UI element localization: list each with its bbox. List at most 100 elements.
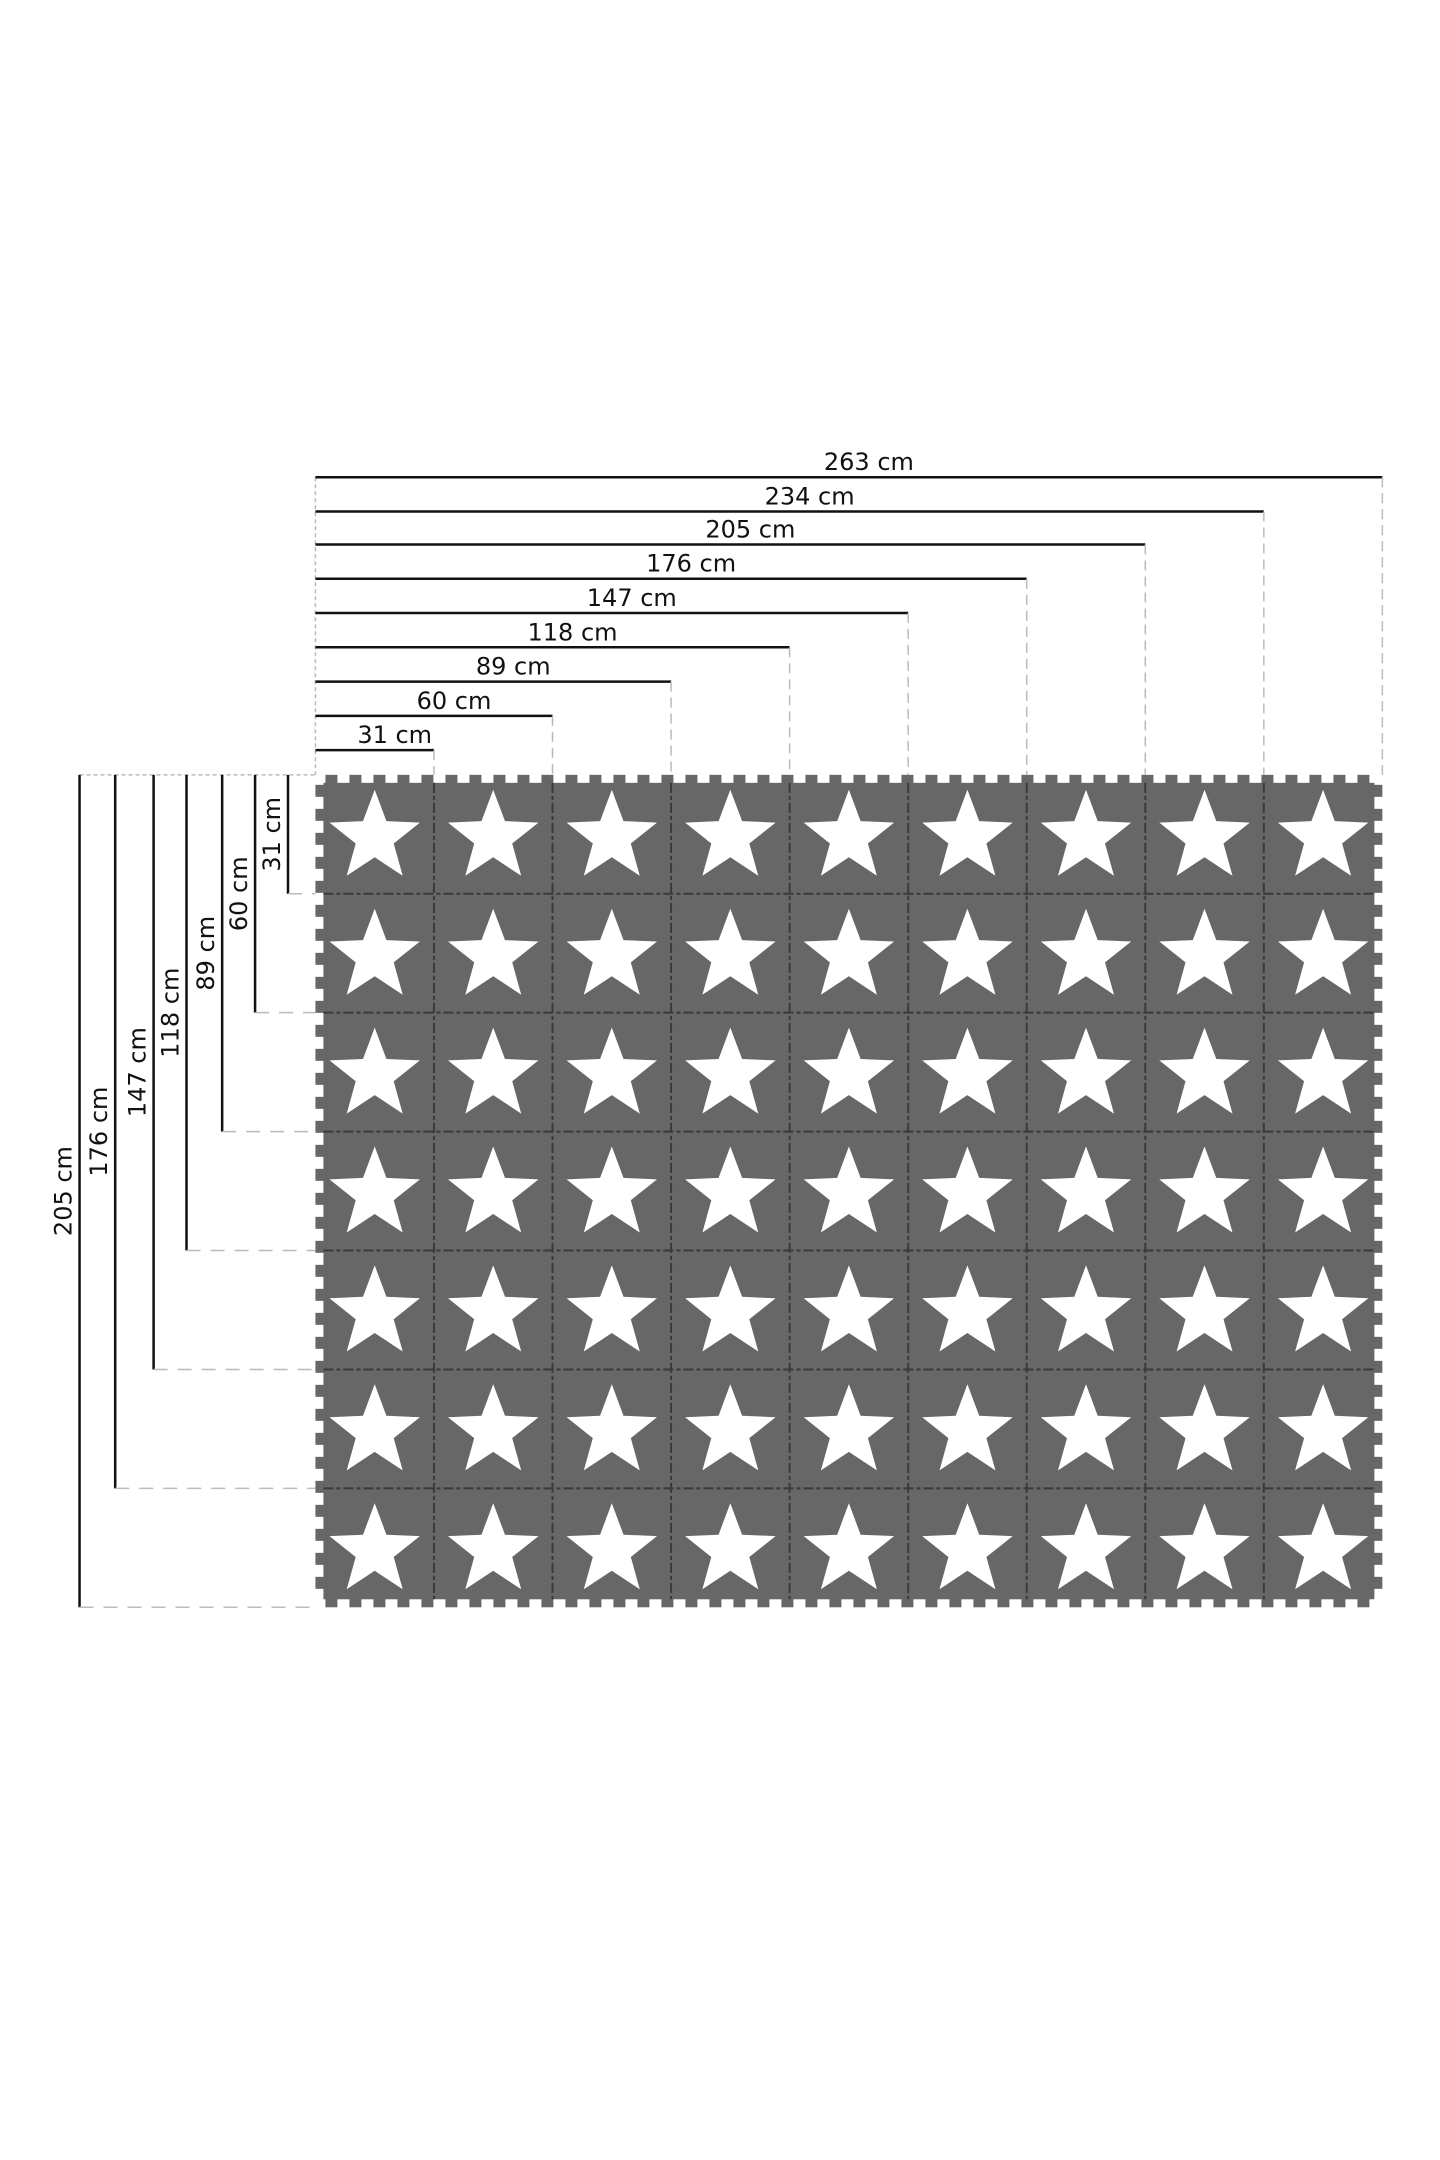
edge-notch — [1373, 952, 1383, 965]
edge-notch — [1373, 1312, 1383, 1325]
edge-notch — [661, 774, 674, 784]
edge-notch — [445, 774, 458, 784]
edge-notch — [315, 952, 325, 965]
edge-notch — [709, 774, 722, 784]
edge-notch — [315, 1504, 325, 1517]
star-icon — [1159, 1503, 1250, 1590]
star-icon — [685, 908, 776, 995]
width-label: 147 cm — [587, 584, 677, 612]
mat-tile — [803, 1146, 895, 1233]
mat-tile — [1277, 1146, 1369, 1233]
star-icon — [1040, 908, 1132, 995]
edge-notch — [901, 1598, 914, 1608]
edge-notch — [1213, 1598, 1226, 1608]
edge-notch — [1373, 784, 1383, 797]
star-icon — [448, 1384, 539, 1471]
edge-notch — [1373, 832, 1383, 845]
edge-notch — [541, 1598, 554, 1608]
edge-notch — [1165, 774, 1178, 784]
edge-notch — [565, 1598, 578, 1608]
star-icon — [1040, 789, 1132, 876]
height-label: 31 cm — [258, 797, 286, 872]
star-icon — [448, 1503, 539, 1590]
edge-notch — [315, 1288, 325, 1301]
edge-notch — [1373, 1096, 1383, 1109]
edge-notch — [1373, 1288, 1383, 1301]
edge-notch — [1165, 1598, 1178, 1608]
star-icon — [685, 1384, 776, 1471]
edge-notch — [315, 856, 325, 869]
mat-tile — [1159, 1265, 1250, 1352]
mat-tile — [448, 1384, 539, 1471]
mat-tile — [685, 1265, 776, 1352]
mat-tile — [1040, 1027, 1132, 1114]
edge-notch — [1373, 1144, 1383, 1157]
star-icon — [922, 1384, 1013, 1471]
star-icon — [566, 1384, 657, 1471]
edge-notch — [1373, 880, 1383, 893]
mat-tile — [329, 1503, 420, 1590]
star-icon — [1277, 908, 1369, 995]
edge-notch — [1189, 1598, 1202, 1608]
mat-tile — [1159, 1503, 1250, 1590]
star-icon — [1277, 789, 1369, 876]
mat-tile — [566, 1265, 657, 1352]
star-icon — [685, 1503, 776, 1590]
edge-notch — [421, 1598, 434, 1608]
edge-notch — [925, 1598, 938, 1608]
edge-notch — [829, 1598, 842, 1608]
edge-notch — [949, 1598, 962, 1608]
mat-tile — [1159, 789, 1250, 876]
mat-tile — [803, 1384, 895, 1471]
star-icon — [1040, 1027, 1132, 1114]
star-icon — [685, 1265, 776, 1352]
star-icon — [803, 1503, 895, 1590]
width-label: 89 cm — [476, 653, 551, 681]
edge-notch — [397, 1598, 410, 1608]
edge-notch — [315, 1360, 325, 1373]
edge-notch — [315, 1240, 325, 1253]
width-label: 205 cm — [705, 515, 795, 543]
edge-notch — [1373, 1408, 1383, 1421]
edge-notch — [1261, 774, 1274, 784]
edge-notch — [565, 774, 578, 784]
edge-notch — [1373, 1240, 1383, 1253]
star-icon — [922, 1027, 1013, 1114]
edge-notch — [685, 1598, 698, 1608]
width-label: 60 cm — [417, 687, 492, 715]
edge-notch — [1373, 1048, 1383, 1061]
star-icon — [685, 1027, 776, 1114]
edge-notch — [1373, 1120, 1383, 1133]
edge-notch — [315, 1312, 325, 1325]
mat-tile — [1159, 1027, 1250, 1114]
edge-notch — [1373, 1480, 1383, 1493]
width-dimensions: 31 cm 60 cm 89 cm 118 cm 147 cm 176 cm 205 cm 2… — [314, 448, 1384, 775]
edge-notch — [1373, 1384, 1383, 1397]
edge-notch — [1373, 1216, 1383, 1229]
edge-notch — [1285, 1598, 1298, 1608]
mat-tile — [922, 1146, 1013, 1233]
edge-notch — [637, 774, 650, 784]
edge-notch — [1357, 774, 1370, 784]
edge-notch — [781, 774, 794, 784]
width-label: 118 cm — [528, 618, 618, 646]
edge-notch — [315, 1048, 325, 1061]
star-icon — [1040, 1146, 1132, 1233]
edge-notch — [1373, 1360, 1383, 1373]
edge-notch — [997, 774, 1010, 784]
mat-tile — [922, 1503, 1013, 1590]
edge-notch — [1333, 774, 1346, 784]
edge-notch — [517, 1598, 530, 1608]
edge-notch — [315, 1336, 325, 1349]
mat-tile — [329, 789, 420, 876]
mat-tile — [685, 1027, 776, 1114]
star-icon — [1277, 1265, 1369, 1352]
mat-tile — [329, 908, 420, 995]
edge-notch — [1373, 1024, 1383, 1037]
edge-notch — [373, 774, 386, 784]
star-icon — [329, 908, 420, 995]
edge-notch — [589, 1598, 602, 1608]
star-icon — [1159, 789, 1250, 876]
